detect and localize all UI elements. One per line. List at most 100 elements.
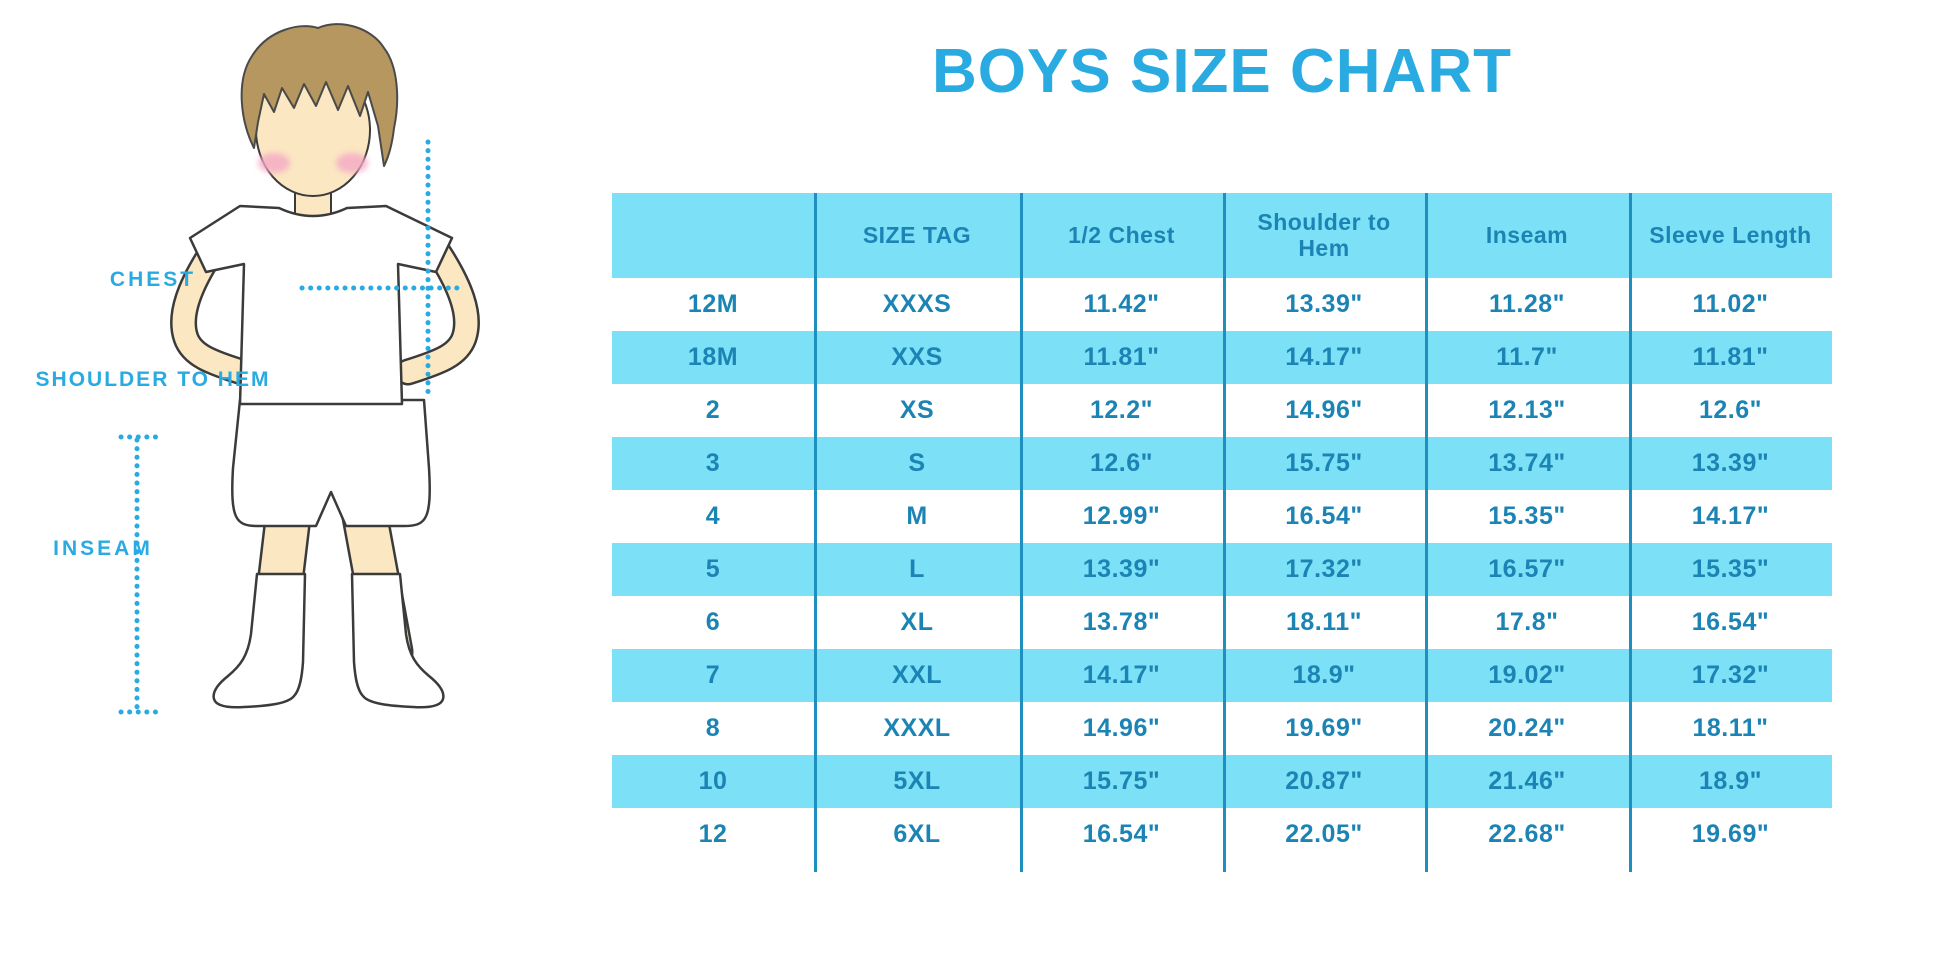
- table-cell: 12.13": [1488, 395, 1566, 424]
- table-cell: S: [908, 448, 926, 477]
- table-cell: 4: [705, 501, 721, 530]
- boy-blush-right: [336, 153, 368, 173]
- boy-right-sock: [350, 572, 445, 709]
- col-header-sleeve-length: Sleeve Length: [1649, 221, 1812, 248]
- table-cell: 20.24": [1488, 713, 1566, 742]
- table-row: 18M XXS 11.81" 14.17" 11.7" 11.81": [612, 331, 1832, 384]
- col-header-half-chest: 1/2 Chest: [1068, 221, 1175, 248]
- table-cell: 5: [705, 554, 721, 583]
- boy-right-arm: [394, 236, 480, 386]
- boy-shirt: [188, 204, 454, 406]
- table-row: 3 S 12.6" 15.75" 13.74" 13.39": [612, 437, 1832, 490]
- col-header-shoulder-to-hem: Shoulder to Hem: [1257, 209, 1391, 261]
- table-cell: 17.32": [1691, 660, 1770, 689]
- table-row: 12M XXXS 11.42" 13.39" 11.28" 11.02": [612, 278, 1832, 331]
- table-row: 5 L 13.39" 17.32" 16.57" 15.35": [612, 543, 1832, 596]
- table-cell: 16.54": [1691, 607, 1770, 636]
- table-cell: 11.02": [1692, 289, 1769, 318]
- inseam-label: INSEAM: [53, 537, 153, 560]
- table-cell: 13.39": [1691, 448, 1770, 477]
- table-row: 2 XS 12.2" 14.96" 12.13" 12.6": [612, 384, 1832, 437]
- boy-left-arm: [170, 236, 256, 386]
- table-cell: 20.87": [1285, 766, 1363, 795]
- table-cell: 13.39": [1082, 554, 1161, 583]
- table-cell: XS: [899, 395, 935, 424]
- boy-hair: [240, 23, 399, 167]
- table-cell: 18M: [687, 342, 739, 371]
- column-divider: [1629, 193, 1632, 872]
- table-row: 12 6XL 16.54" 22.05" 22.68" 19.69": [612, 808, 1832, 861]
- table-cell: 18.11": [1285, 607, 1363, 636]
- table-cell: 6XL: [893, 819, 941, 848]
- page-title: BOYS SIZE CHART: [932, 37, 1512, 106]
- table-cell: 19.69": [1691, 819, 1770, 848]
- table-cell: 7: [705, 660, 721, 689]
- column-divider: [1425, 193, 1428, 872]
- table-cell: 15.75": [1082, 766, 1161, 795]
- table-cell: XXXL: [883, 713, 951, 742]
- size-table-body: 12M XXXS 11.42" 13.39" 11.28" 11.02" 18M XXS 11.…: [612, 278, 1832, 861]
- table-cell: 11.81": [1692, 342, 1769, 371]
- table-cell: 6: [705, 607, 721, 636]
- boy-left-sock: [212, 572, 307, 709]
- table-cell: 19.02": [1488, 660, 1566, 689]
- table-cell: M: [906, 501, 928, 530]
- table-cell: 11.81": [1083, 342, 1160, 371]
- table-cell: 13.39": [1285, 289, 1363, 318]
- table-cell: 11.28": [1488, 289, 1566, 318]
- table-cell: 22.68": [1488, 819, 1566, 848]
- table-cell: 16.57": [1488, 554, 1566, 583]
- table-cell: L: [909, 554, 925, 583]
- table-cell: 13.74": [1488, 448, 1566, 477]
- table-cell: 22.05": [1285, 819, 1363, 848]
- table-cell: XXXS: [882, 289, 952, 318]
- col-header-size-tag: SIZE TAG: [862, 221, 972, 248]
- table-row: 10 5XL 15.75" 20.87" 21.46" 18.9": [612, 755, 1832, 808]
- table-cell: 14.17": [1285, 342, 1363, 371]
- table-cell: 14.96": [1285, 395, 1363, 424]
- table-cell: XXL: [891, 660, 943, 689]
- column-divider: [1223, 193, 1226, 872]
- table-cell: 5XL: [893, 766, 941, 795]
- table-cell: 10: [698, 766, 728, 795]
- chest-label: CHEST: [109, 268, 197, 291]
- table-row: 4 M 12.99" 16.54" 15.35" 14.17": [612, 490, 1832, 543]
- table-cell: 19.69": [1285, 713, 1363, 742]
- table-cell: XL: [900, 607, 934, 636]
- table-cell: 21.46": [1488, 766, 1566, 795]
- table-cell: 12M: [687, 289, 739, 318]
- table-cell: 15.35": [1691, 554, 1770, 583]
- table-cell: 17.32": [1285, 554, 1363, 583]
- table-cell: 18.9": [1292, 660, 1356, 689]
- table-cell: 12.99": [1082, 501, 1161, 530]
- size-table: SIZE TAG 1/2 Chest Shoulder to Hem Insea…: [612, 193, 1832, 872]
- table-cell: 2: [705, 395, 721, 424]
- table-cell: 15.35": [1488, 501, 1566, 530]
- column-divider: [1020, 193, 1023, 872]
- table-cell: 14.17": [1691, 501, 1770, 530]
- table-cell: 14.96": [1082, 713, 1161, 742]
- table-cell: 18.11": [1692, 713, 1769, 742]
- shoulder-to-hem-label: SHOULDER TO HEM: [35, 368, 271, 391]
- table-row: 6 XL 13.78" 18.11" 17.8" 16.54": [612, 596, 1832, 649]
- table-cell: 18.9": [1698, 766, 1762, 795]
- table-cell: 15.75": [1285, 448, 1363, 477]
- table-cell: 12: [698, 819, 728, 848]
- table-cell: 17.8": [1495, 607, 1559, 636]
- table-cell: 3: [705, 448, 721, 477]
- table-cell: 11.7": [1496, 342, 1558, 371]
- table-cell: 12.6": [1698, 395, 1762, 424]
- boy-measurement-illustration: [118, 23, 480, 715]
- table-cell: 12.6": [1089, 448, 1153, 477]
- table-row: 8 XXXL 14.96" 19.69" 20.24" 18.11": [612, 702, 1832, 755]
- table-header-row: SIZE TAG 1/2 Chest Shoulder to Hem Insea…: [612, 193, 1832, 278]
- table-cell: 8: [705, 713, 721, 742]
- table-cell: 16.54": [1082, 819, 1161, 848]
- table-cell: 13.78": [1082, 607, 1161, 636]
- col-header-inseam: Inseam: [1485, 221, 1569, 248]
- col-header-blank: [612, 193, 814, 278]
- table-cell: 12.2": [1089, 395, 1153, 424]
- boy-shorts: [231, 398, 431, 528]
- table-row: 7 XXL 14.17" 18.9" 19.02" 17.32": [612, 649, 1832, 702]
- table-cell: 11.42": [1083, 289, 1160, 318]
